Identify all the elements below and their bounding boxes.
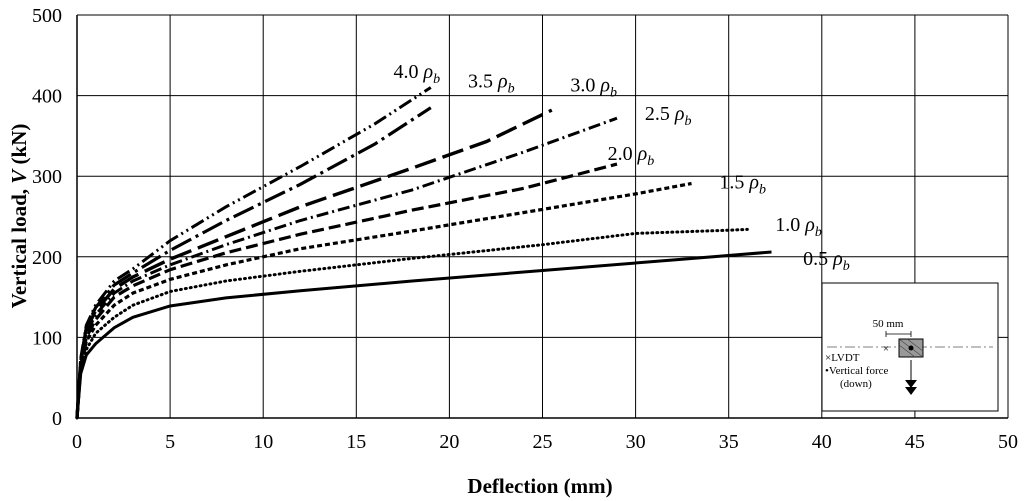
series-label-1.5: 1.5 ρb xyxy=(719,171,766,197)
axes xyxy=(76,15,1008,419)
x-tick-label: 0 xyxy=(72,431,82,453)
inset-lvdt-mark: × xyxy=(883,343,889,355)
y-tick-label: 200 xyxy=(32,247,62,269)
inset-force-arrow-head xyxy=(905,387,917,395)
x-tick-label: 10 xyxy=(253,431,273,453)
series-label-3.0: 3.0 ρb xyxy=(570,75,617,101)
inset-schematic: × 50 mm ×LVDT •Vertical force (down) xyxy=(821,282,999,412)
x-tick-label: 30 xyxy=(626,431,646,453)
x-tick-label: 35 xyxy=(719,431,739,453)
x-tick-label: 25 xyxy=(533,431,553,453)
series-label-2.5: 2.5 ρb xyxy=(645,103,692,129)
series-line-2.0 xyxy=(75,162,618,419)
x-tick-label: 45 xyxy=(905,431,925,453)
series-label-3.5: 3.5 ρb xyxy=(468,71,515,97)
series-line-0.5 xyxy=(75,250,772,419)
y-axis-title: Vertical load, V (kN) xyxy=(7,124,31,309)
y-tick-label: 400 xyxy=(32,86,62,108)
inset-hatch xyxy=(898,344,916,358)
y-tick-labels: 0 100 200 300 400 500 xyxy=(32,5,62,430)
y-axis-title-prefix: Vertical load, xyxy=(7,184,31,309)
inset-dimension-label: 50 mm xyxy=(873,318,904,330)
x-tick-label: 20 xyxy=(439,431,459,453)
series-label-4.0: 4.0 ρb xyxy=(394,61,441,87)
series-line-1.5 xyxy=(75,181,692,419)
x-tick-label: 15 xyxy=(346,431,366,453)
y-tick-label: 100 xyxy=(32,327,62,349)
inset-legend-force: •Vertical force xyxy=(825,365,889,377)
grid xyxy=(77,14,1009,418)
series-label-2.0: 2.0 ρb xyxy=(608,143,655,169)
inset-force-point xyxy=(908,345,914,351)
series-layer xyxy=(75,86,772,420)
series-line-2.5 xyxy=(75,116,618,419)
x-tick-labels: 0 5 10 15 20 25 30 35 40 45 50 xyxy=(72,431,1018,453)
series-labels: 0.5 ρb 1.0 ρb 1.5 ρb 2.0 ρb 2.5 ρb 3.0 ρb 3.5 … xyxy=(394,61,850,274)
x-tick-label: 5 xyxy=(165,431,175,453)
x-tick-label: 50 xyxy=(998,431,1018,453)
x-axis-title: Deflection (mm) xyxy=(467,474,612,498)
series-line-3.0 xyxy=(75,108,553,419)
inset-legend-force-down: (down) xyxy=(840,378,872,390)
inset-legend-lvdt: ×LVDT xyxy=(825,352,860,364)
series-line-4.0 xyxy=(75,86,432,419)
y-axis-title-unit: (kN) xyxy=(7,124,31,170)
inset-force-arrow-head xyxy=(905,380,917,388)
series-label-0.5: 0.5 ρb xyxy=(803,248,850,274)
y-tick-label: 500 xyxy=(32,5,62,27)
series-label-1.0: 1.0 ρb xyxy=(775,214,822,240)
y-tick-label: 300 xyxy=(32,166,62,188)
inset-hatch xyxy=(906,338,924,352)
y-tick-label: 0 xyxy=(52,408,62,430)
y-axis-title-variable: V xyxy=(7,168,31,184)
x-tick-label: 40 xyxy=(812,431,832,453)
